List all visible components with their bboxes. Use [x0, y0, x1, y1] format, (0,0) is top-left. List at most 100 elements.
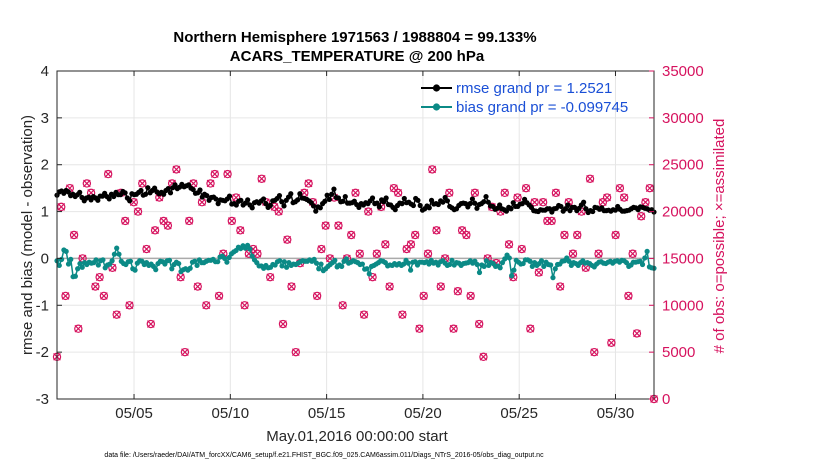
- obs-assimilated-marker: [61, 292, 70, 300]
- obs-count-point: [312, 291, 322, 301]
- bias-point: [343, 256, 349, 262]
- obs-assimilated-marker: [206, 179, 215, 188]
- bias-point: [194, 262, 200, 269]
- obs-assimilated-marker: [385, 282, 394, 291]
- obs-assimilated-marker: [279, 320, 287, 328]
- obs-possible-marker: [402, 244, 411, 254]
- x-tick-label: 05/25: [500, 405, 538, 422]
- obs-assimilated-marker: [74, 324, 83, 333]
- bias-point: [566, 258, 572, 264]
- obs-possible-marker: [172, 165, 181, 174]
- obs-possible-marker: [227, 216, 237, 226]
- bias-point: [249, 253, 255, 259]
- obs-count-point: [406, 240, 416, 249]
- obs-possible-marker: [573, 230, 582, 240]
- bias-point: [474, 261, 480, 268]
- obs-assimilated-marker: [57, 203, 66, 211]
- obs-possible-marker: [423, 249, 433, 258]
- bias-point: [116, 251, 122, 257]
- rmse-point: [376, 204, 382, 210]
- bias-point: [75, 266, 81, 272]
- obs-count-point: [202, 301, 211, 310]
- rmse-point: [111, 193, 117, 200]
- obs-count-point: [368, 272, 377, 282]
- rmse-point: [281, 203, 287, 209]
- obs-assimilated-marker: [471, 189, 479, 197]
- obs-possible-marker: [428, 165, 437, 174]
- obs-count-series: [52, 165, 659, 404]
- rmse-point: [276, 193, 283, 199]
- bias-point: [405, 260, 411, 266]
- rmse-point: [260, 196, 267, 202]
- obs-possible-marker: [321, 221, 330, 230]
- obs-possible-marker: [74, 324, 83, 333]
- rmse-point: [122, 190, 128, 196]
- obs-assimilated-marker: [164, 221, 172, 230]
- obs-possible-marker: [108, 263, 117, 272]
- obs-assimilated-marker: [121, 217, 130, 225]
- rmse-series: [54, 181, 657, 216]
- obs-possible-marker: [385, 282, 394, 291]
- bias-point: [226, 254, 232, 261]
- obs-possible-marker: [69, 230, 79, 240]
- obs-count-point: [530, 197, 539, 207]
- bias-point: [623, 260, 630, 266]
- obs-count-point: [573, 230, 582, 240]
- obs-possible-marker: [624, 291, 633, 301]
- rmse-point: [356, 204, 362, 210]
- y-right-tick-label: 0: [662, 391, 670, 408]
- obs-assimilated-marker: [594, 249, 603, 258]
- rmse-point: [329, 191, 335, 197]
- rmse-point: [435, 201, 441, 208]
- obs-count-point: [611, 230, 620, 240]
- rmse-point: [519, 201, 525, 207]
- obs-assimilated-marker: [637, 212, 646, 221]
- bias-point: [281, 259, 287, 265]
- obs-assimilated-marker: [134, 207, 142, 216]
- obs-possible-marker: [184, 216, 194, 226]
- obs-count-point: [466, 291, 475, 301]
- y-left-tick-label: -2: [36, 344, 49, 361]
- obs-count-point: [95, 272, 104, 282]
- obs-assimilated-marker: [83, 179, 91, 188]
- rmse-point: [267, 202, 273, 209]
- obs-assimilated-marker: [466, 292, 475, 300]
- obs-count-point: [619, 193, 629, 202]
- obs-assimilated-marker: [364, 207, 373, 216]
- obs-possible-marker: [304, 179, 313, 188]
- obs-count-point: [526, 324, 535, 333]
- bias-point: [224, 259, 230, 265]
- y-left-tick-label: 3: [41, 110, 49, 127]
- obs-count-point: [624, 291, 633, 301]
- obs-possible-marker: [236, 226, 245, 235]
- obs-count-point: [163, 221, 173, 230]
- rmse-point: [381, 199, 387, 205]
- rmse-point: [245, 197, 251, 203]
- obs-count-point: [257, 174, 266, 183]
- rmse-point: [415, 197, 421, 203]
- obs-count-point: [287, 282, 296, 291]
- rmse-point: [426, 205, 432, 211]
- obs-possible-marker: [142, 244, 151, 254]
- bias-point: [401, 261, 407, 267]
- obs-possible-marker: [257, 174, 266, 183]
- obs-possible-marker: [253, 249, 262, 258]
- obs-assimilated-marker: [539, 198, 547, 207]
- rmse-point: [503, 208, 510, 214]
- obs-possible-marker: [449, 324, 458, 333]
- obs-assimilated-marker: [100, 292, 108, 300]
- obs-possible-marker: [585, 174, 595, 183]
- obs-possible-marker: [57, 202, 66, 212]
- y-right-tick-label: 25000: [662, 157, 704, 174]
- obs-assimilated-marker: [411, 231, 420, 239]
- obs-count-point: [253, 249, 262, 258]
- rmse-point: [558, 203, 564, 210]
- rmse-point: [152, 185, 158, 191]
- obs-possible-marker: [334, 221, 343, 230]
- obs-assimilated-marker: [236, 226, 245, 235]
- obs-possible-marker: [479, 352, 488, 362]
- obs-possible-marker: [159, 216, 168, 226]
- obs-possible-marker: [393, 188, 403, 198]
- rmse-point: [106, 196, 112, 202]
- obs-count-point: [112, 310, 121, 319]
